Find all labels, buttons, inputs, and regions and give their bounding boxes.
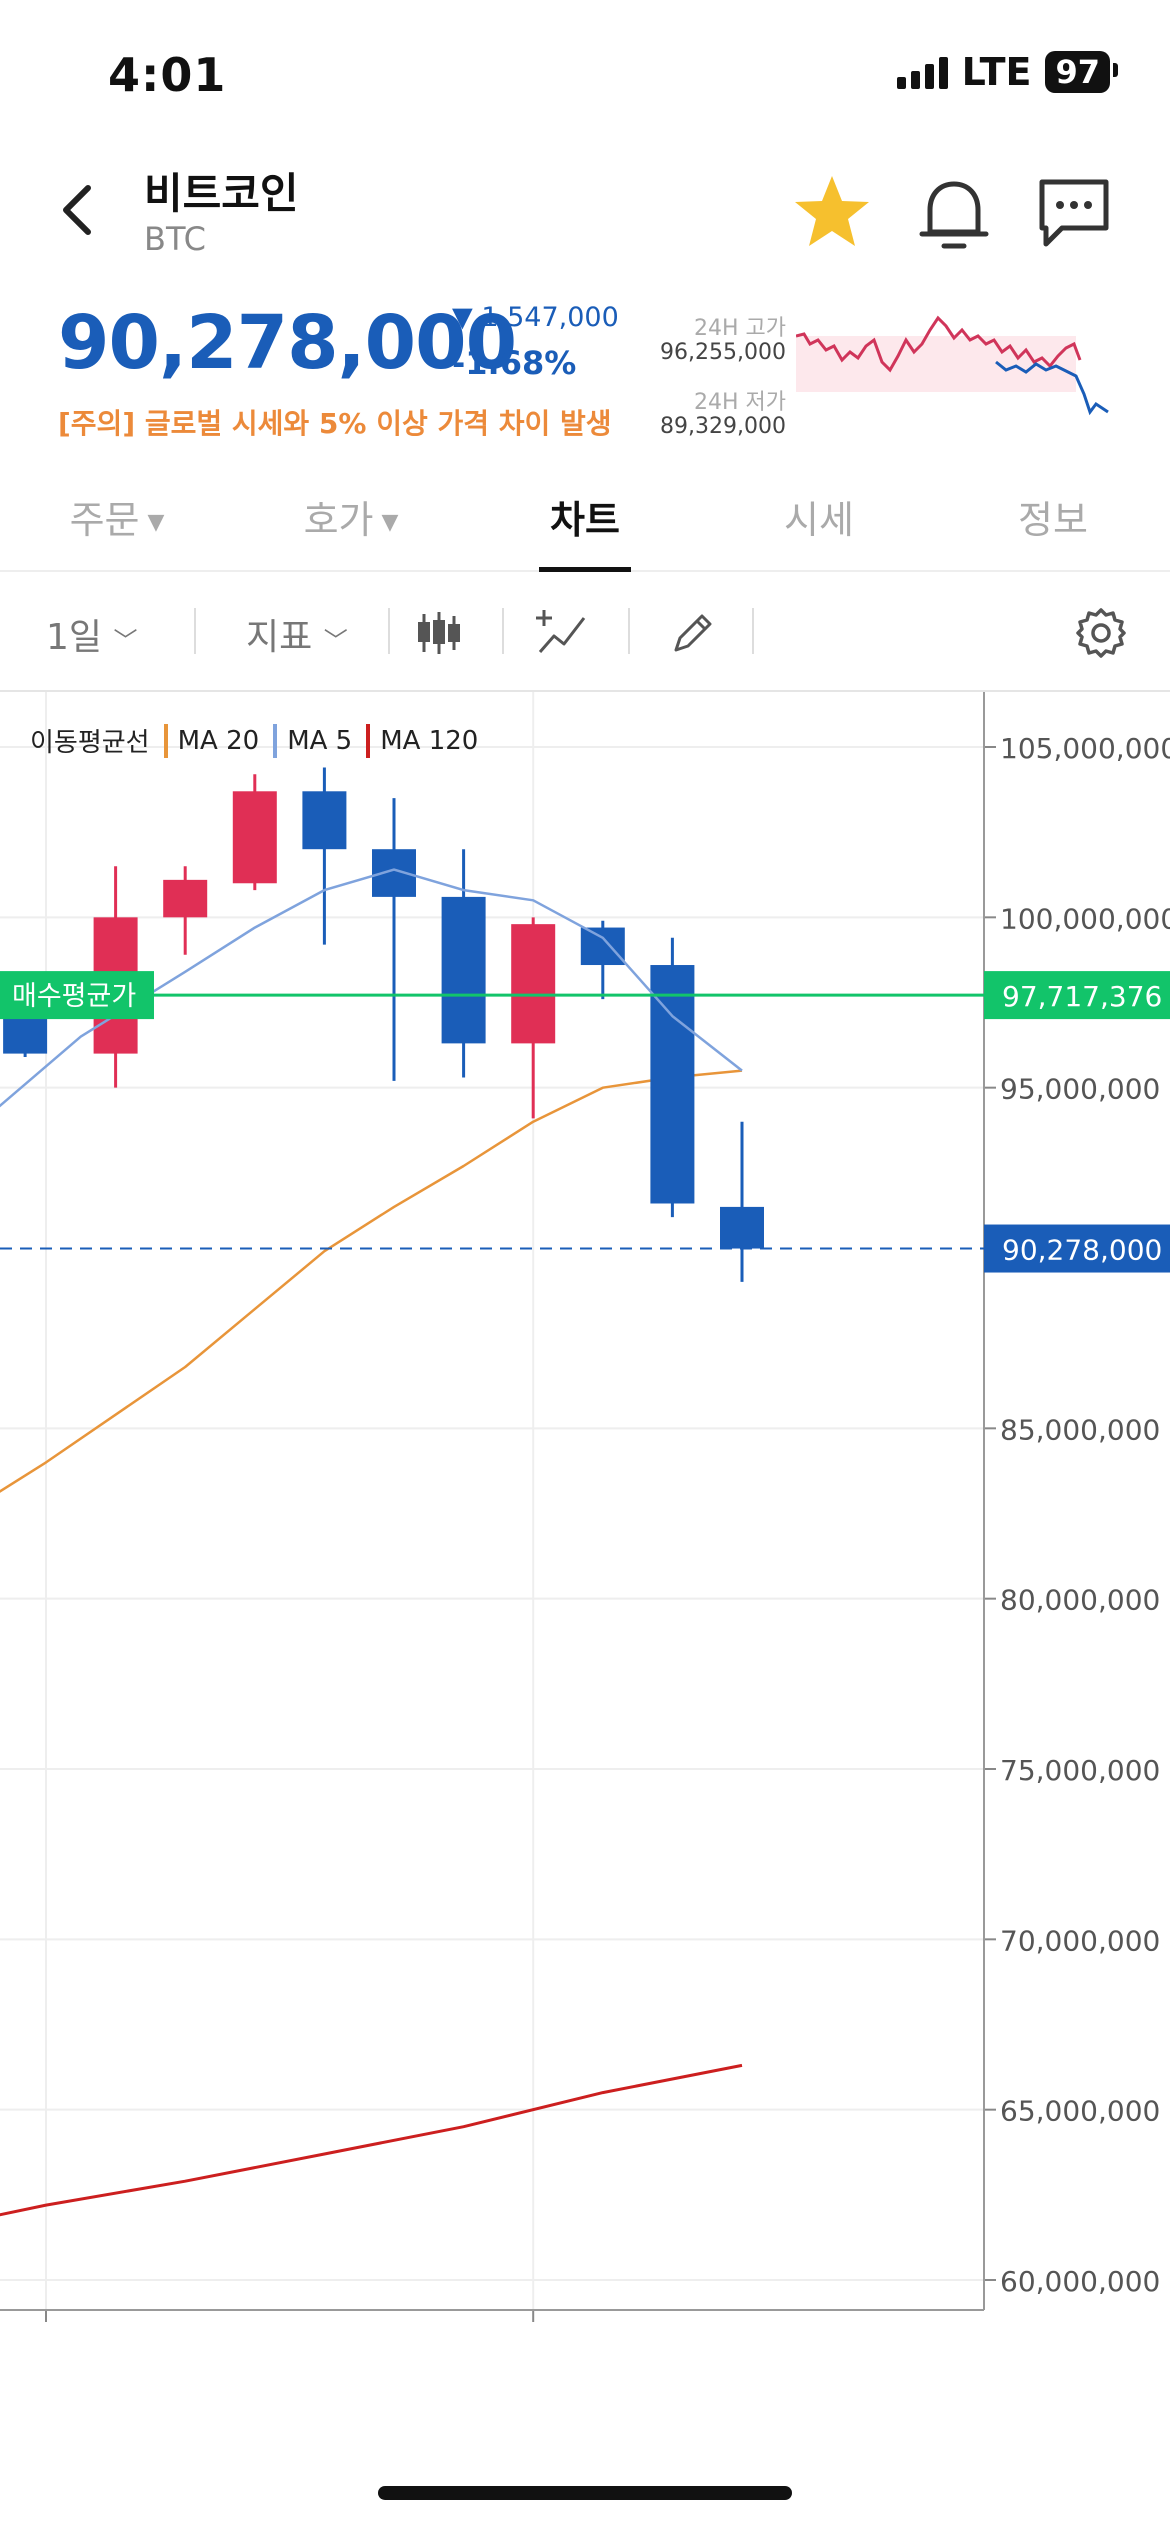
indicator-select[interactable]: 지표 ﹀ — [246, 617, 348, 658]
candle-body — [720, 1206, 764, 1249]
y-tick-label: 95,000,000 — [1000, 1073, 1160, 1106]
coin-ticker: BTC — [144, 220, 206, 258]
candle-body — [232, 791, 277, 884]
pencil-icon[interactable] — [668, 608, 718, 658]
tab-chart[interactable]: 차트 — [468, 480, 702, 572]
back-arrow-icon[interactable] — [50, 180, 110, 240]
avg-buy-price-value-tag — [984, 971, 1170, 1020]
candle-body — [650, 965, 695, 1204]
ma20-line — [0, 1069, 743, 1493]
avg-buy-price-value: 97,717,376 — [1002, 980, 1162, 1013]
y-tick-label: 70,000,000 — [1000, 1924, 1160, 1957]
status-indicators: LTE 97 — [896, 50, 1118, 94]
battery-icon: 97 — [1045, 51, 1118, 93]
ma120-line — [0, 2063, 743, 2217]
candle-body — [580, 927, 625, 966]
price-change-amount: ▼ 1,547,000 — [452, 302, 619, 333]
bell-icon[interactable] — [916, 174, 992, 254]
legend-item-ma5: MA 5 — [273, 723, 352, 758]
low-24h-label: 24H 저가 — [693, 390, 786, 415]
add-trendline-icon[interactable] — [534, 608, 588, 658]
current-price-tag — [984, 1224, 1170, 1273]
gear-icon[interactable] — [1074, 606, 1128, 660]
y-tick-label: 60,000,000 — [1000, 2265, 1160, 2298]
coin-name: 비트코인 — [144, 169, 299, 218]
low-24h-value: 89,329,000 — [660, 414, 786, 439]
price-change-value: 1,547,000 — [481, 302, 619, 333]
candlestick-type-icon[interactable] — [414, 608, 464, 658]
tab-order[interactable]: 주문 ▼ — [69, 498, 165, 542]
high-24h-label: 24H 고가 — [693, 316, 786, 341]
chart-toolbar: 1일 ﹀ 지표 ﹀ — [0, 582, 1170, 692]
tab-orderbook[interactable]: 호가 ▼ — [303, 498, 399, 542]
current-price: 90,278,000 — [58, 300, 517, 386]
network-label: LTE — [961, 50, 1032, 94]
tab-market[interactable]: 시세 — [784, 498, 854, 542]
y-tick-label: 85,000,000 — [1000, 1413, 1160, 1446]
price-change-percent: -1.68% — [452, 344, 577, 382]
y-tick-label: 80,000,000 — [1000, 1584, 1160, 1617]
interval-select[interactable]: 1일 ﹀ — [46, 617, 138, 658]
candle-body — [511, 924, 556, 1044]
y-tick-label: 105,000,000 — [1000, 732, 1170, 765]
star-icon[interactable] — [792, 172, 872, 252]
home-indicator — [378, 2486, 792, 2500]
mini-price-chart — [796, 315, 1109, 416]
price-chart[interactable]: 105,000,000 100,000,000 95,000,000 85,000,0… — [0, 692, 1170, 2332]
legend-item-ma120: MA 120 — [366, 723, 478, 758]
avg-buy-price-label: 매수평균가 — [12, 981, 136, 1012]
y-tick-label: 65,000,000 — [1000, 2095, 1160, 2128]
legend-item-ma20: MA 20 — [163, 723, 259, 758]
avg-buy-price-tag — [0, 971, 154, 1020]
signal-icon — [896, 55, 948, 89]
status-time: 4:01 — [108, 48, 227, 102]
candle-body — [163, 879, 208, 918]
price-warning: [주의] 글로벌 시세와 5% 이상 가격 차이 발생 — [58, 407, 612, 440]
current-price-label: 90,278,000 — [1002, 1234, 1162, 1267]
y-tick-label: 100,000,000 — [1000, 902, 1170, 935]
down-triangle-icon: ▼ — [452, 302, 473, 333]
chat-icon[interactable] — [1036, 176, 1112, 252]
tab-bar: 주문 ▼ 호가 ▼ 차트 시세 정보 — [0, 480, 1170, 572]
tab-info[interactable]: 정보 — [1018, 498, 1088, 542]
candle-body — [441, 896, 486, 1044]
legend-title: 이동평균선 — [30, 728, 150, 758]
chart-legend: 이동평균선 MA 20 MA 5 MA 120 — [30, 722, 478, 759]
y-tick-label: 75,000,000 — [1000, 1754, 1160, 1787]
candle-body — [302, 791, 347, 850]
high-24h-value: 96,255,000 — [660, 340, 786, 365]
